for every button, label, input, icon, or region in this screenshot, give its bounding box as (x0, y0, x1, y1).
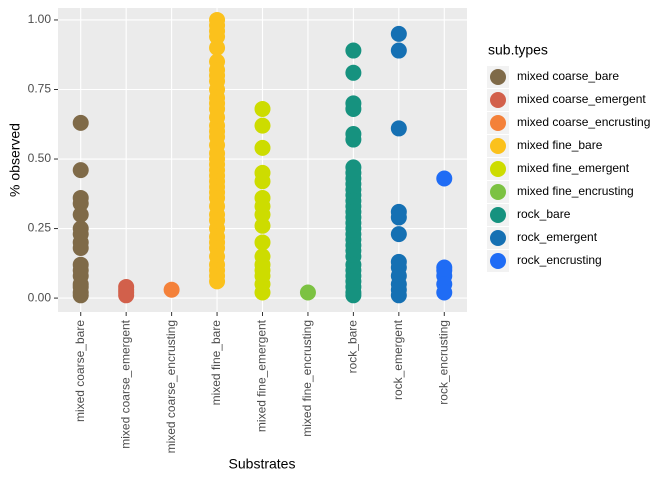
point (390, 226, 407, 243)
point (345, 42, 362, 59)
y-tick-label: 0.00 (28, 290, 52, 304)
point (163, 281, 180, 298)
x-tick-label: rock_emergent (391, 319, 405, 400)
legend-label: mixed coarse_bare (517, 69, 619, 83)
point (436, 284, 453, 301)
point (345, 100, 362, 117)
legend-title: sub.types (488, 42, 548, 58)
point (436, 170, 453, 187)
x-tick-label: rock_encrusting (436, 320, 450, 405)
legend-key (490, 184, 506, 200)
y-axis-title: % observed (7, 123, 23, 197)
legend-label: mixed coarse_encrusting (517, 115, 650, 129)
point (390, 287, 407, 304)
legend-label: rock_encrusting (517, 253, 602, 267)
point (72, 195, 89, 212)
x-tick-label: mixed coarse_encrusting (164, 320, 178, 453)
point (390, 209, 407, 226)
point (209, 39, 226, 56)
y-tick-label: 1.00 (28, 12, 52, 26)
point (72, 206, 89, 223)
x-tick-label: mixed fine_bare (209, 320, 223, 406)
point (254, 100, 271, 117)
point (299, 284, 316, 301)
point (254, 173, 271, 190)
point (118, 287, 135, 304)
point (254, 206, 271, 223)
x-tick-label: mixed coarse_bare (73, 320, 87, 422)
legend-key (490, 253, 506, 269)
x-tick-label: mixed fine_emergent (255, 319, 269, 432)
x-axis-title: Substrates (229, 456, 296, 472)
y-tick-label: 0.25 (28, 221, 52, 235)
point (254, 217, 271, 234)
point (345, 131, 362, 148)
legend-label: mixed fine_encrusting (517, 184, 634, 198)
point (345, 64, 362, 81)
point (72, 240, 89, 257)
point (390, 120, 407, 137)
point (209, 273, 226, 290)
x-tick-label: mixed coarse_emergent (118, 319, 132, 448)
legend-label: rock_bare (517, 207, 571, 221)
legend-key (490, 161, 506, 177)
point (390, 42, 407, 59)
point (345, 287, 362, 304)
point (209, 28, 226, 45)
point (390, 25, 407, 42)
y-tick-label: 0.50 (28, 151, 52, 165)
legend-label: mixed coarse_emergent (517, 92, 646, 106)
legend-label: mixed fine_bare (517, 138, 603, 152)
legend-key (490, 138, 506, 154)
point (254, 234, 271, 251)
legend-key (490, 207, 506, 223)
point (72, 287, 89, 304)
x-tick-label: mixed fine_encrusting (300, 320, 314, 437)
point (254, 117, 271, 134)
legend-key (490, 115, 506, 131)
point (72, 114, 89, 131)
legend-label: mixed fine_emergent (517, 161, 630, 175)
point (254, 284, 271, 301)
legend-label: rock_emergent (517, 230, 598, 244)
legend-key (490, 92, 506, 108)
x-tick-label: rock_bare (346, 320, 360, 374)
point (254, 139, 271, 156)
point (72, 162, 89, 179)
legend-key (490, 69, 506, 85)
legend-key (490, 230, 506, 246)
y-tick-label: 0.75 (28, 82, 52, 96)
